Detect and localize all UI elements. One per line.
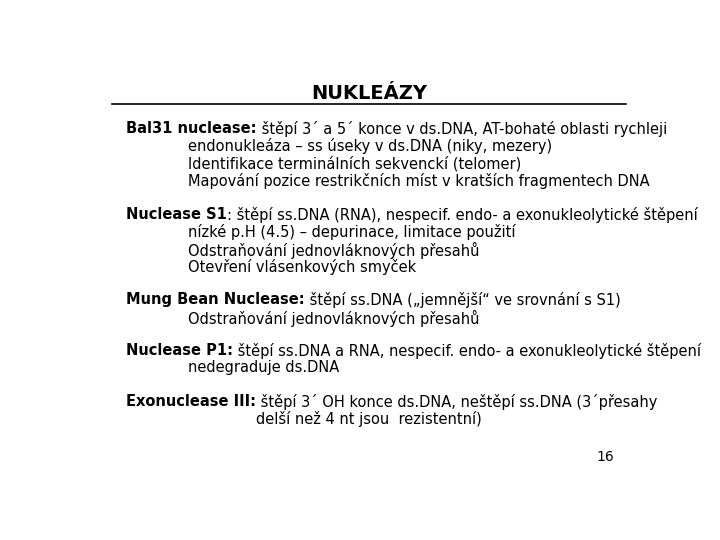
Text: Exonuclease III:: Exonuclease III: bbox=[126, 394, 256, 409]
Text: Mung Bean Nuclease:: Mung Bean Nuclease: bbox=[126, 292, 305, 307]
Text: Odstraňování jednovláknových přesahů: Odstraňování jednovláknových přesahů bbox=[188, 241, 479, 259]
Text: delší než 4 nt jsou  rezistentní): delší než 4 nt jsou rezistentní) bbox=[256, 411, 482, 427]
Text: NUKLEÁZY: NUKLEÁZY bbox=[311, 84, 427, 103]
Text: štěpí 3´ a 5´ konce v ds.DNA, AT-bohaté oblasti rychleji: štěpí 3´ a 5´ konce v ds.DNA, AT-bohaté … bbox=[257, 121, 667, 137]
Text: štěpí 3´ OH konce ds.DNA, neštěpí ss.DNA (3´přesahy: štěpí 3´ OH konce ds.DNA, neštěpí ss.DNA… bbox=[256, 394, 657, 410]
Text: štěpí ss.DNA („jemnější“ ve srovnání s S1): štěpí ss.DNA („jemnější“ ve srovnání s S… bbox=[305, 292, 621, 308]
Text: Otevření vlásenkových smyček: Otevření vlásenkových smyček bbox=[188, 259, 416, 275]
Text: Odstraňování jednovláknových přesahů: Odstraňování jednovláknových přesahů bbox=[188, 310, 479, 327]
Text: Nuclease P1:: Nuclease P1: bbox=[126, 343, 233, 358]
Text: nedegraduje ds.DNA: nedegraduje ds.DNA bbox=[188, 360, 339, 375]
Text: Nuclease S1: Nuclease S1 bbox=[126, 207, 227, 221]
Text: : štěpí ss.DNA (RNA), nespecif. endo- a exonukleolytické štěpení: : štěpí ss.DNA (RNA), nespecif. endo- a … bbox=[227, 207, 698, 222]
Text: endonukleáza – ss úseky v ds.DNA (niky, mezery): endonukleáza – ss úseky v ds.DNA (niky, … bbox=[188, 138, 552, 154]
Text: 16: 16 bbox=[597, 450, 615, 464]
Text: Bal31 nuclease:: Bal31 nuclease: bbox=[126, 121, 257, 136]
Text: Identifikace terminálních sekvenckí (telomer): Identifikace terminálních sekvenckí (tel… bbox=[188, 156, 521, 171]
Text: Mapování pozice restrikčních míst v kratších fragmentech DNA: Mapování pozice restrikčních míst v krat… bbox=[188, 173, 649, 190]
Text: štěpí ss.DNA a RNA, nespecif. endo- a exonukleolytické štěpení: štěpí ss.DNA a RNA, nespecif. endo- a ex… bbox=[233, 343, 701, 359]
Text: nízké p.H (4.5) – depurinace, limitace použití: nízké p.H (4.5) – depurinace, limitace p… bbox=[188, 224, 515, 240]
